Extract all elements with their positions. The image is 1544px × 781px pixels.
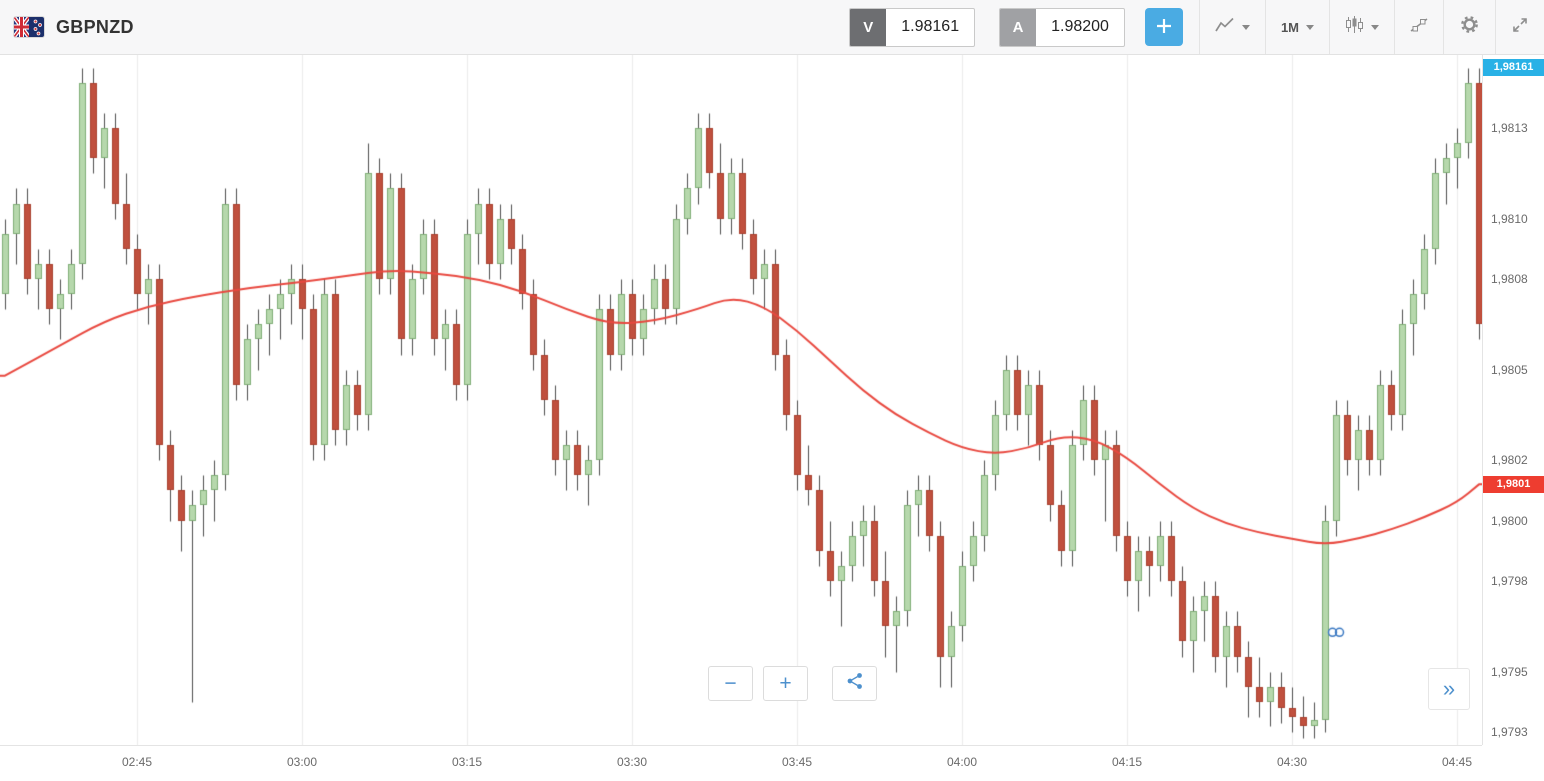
time-axis-label: 04:15 <box>1111 755 1143 769</box>
buy-price-value: 1.98200 <box>1051 18 1109 35</box>
zoom-in-button[interactable]: + <box>763 666 808 701</box>
sell-tag: V <box>850 8 887 46</box>
chart-area: 1,98161 1,9801 1,9813 1,9810 1,9808 1,9805 1… <box>0 55 1544 781</box>
time-axis-label: 04:45 <box>1441 755 1473 769</box>
indicators-icon <box>1410 17 1428 38</box>
current-price-badge: 1,98161 <box>1483 59 1544 76</box>
line-chart-icon <box>1215 17 1235 38</box>
collapse-panel-button[interactable]: » <box>1428 668 1470 710</box>
candlestick-icon <box>1345 16 1364 38</box>
indicators-button[interactable] <box>1394 0 1443 54</box>
buy-tag: A <box>1000 8 1037 46</box>
chevron-down-icon <box>1306 24 1314 30</box>
time-axis-label: 03:30 <box>616 755 648 769</box>
expand-icon <box>1511 16 1529 39</box>
crosshair-icon <box>1155 17 1173 38</box>
time-axis-label: 03:45 <box>781 755 813 769</box>
time-axis-label: 02:45 <box>121 755 153 769</box>
header-controls: V 1.98161 A 1.98200 <box>849 0 1544 54</box>
share-button[interactable] <box>832 666 877 701</box>
settings-button[interactable] <box>1443 0 1495 54</box>
minus-icon: − <box>724 671 737 695</box>
price-axis-label: 1,9793 <box>1491 725 1528 739</box>
header: GBPNZD V 1.98161 A 1.98200 <box>0 0 1544 55</box>
price-axis-label: 1,9810 <box>1491 211 1528 226</box>
chart-style-dropdown[interactable] <box>1329 0 1394 54</box>
price-axis-label: 1,9808 <box>1491 272 1528 286</box>
price-axis-label: 1,9798 <box>1491 574 1528 588</box>
time-axis-label: 03:15 <box>451 755 483 769</box>
buy-price-button[interactable]: A 1.98200 <box>999 7 1125 47</box>
chart-type-dropdown[interactable] <box>1198 0 1265 54</box>
double-chevron-right-icon: » <box>1442 676 1456 701</box>
price-axis-label: 1,9805 <box>1491 362 1528 377</box>
time-axis[interactable]: 02:45 03:00 03:15 03:30 03:45 04:00 04:15 04:30… <box>0 745 1482 781</box>
chevron-down-icon <box>1241 24 1250 30</box>
plus-icon: + <box>779 671 792 695</box>
price-axis-label: 1,9802 <box>1491 453 1528 468</box>
candlestick-chart[interactable] <box>0 55 1482 745</box>
time-axis-label: 04:30 <box>1276 755 1308 769</box>
page-title: GBPNZD <box>56 16 134 37</box>
fullscreen-button[interactable] <box>1495 0 1544 54</box>
zoom-out-button[interactable]: − <box>708 666 753 701</box>
sell-price-value: 1.98161 <box>901 18 960 35</box>
price-axis-label: 1,9813 <box>1491 121 1528 135</box>
interval-dropdown[interactable]: 1M <box>1264 0 1329 54</box>
interval-label: 1M <box>1280 19 1299 35</box>
chevron-down-icon <box>1371 24 1379 30</box>
ma-price-badge: 1,9801 <box>1483 476 1544 494</box>
gear-icon <box>1459 14 1480 40</box>
price-axis-label: 1,9800 <box>1491 513 1528 528</box>
gbp-nzd-flag-icon <box>14 17 44 37</box>
time-axis-label: 03:00 <box>286 755 318 769</box>
time-axis-label: 04:00 <box>946 755 978 769</box>
zoom-controls: − + <box>708 666 877 701</box>
price-axis-label: 1,9795 <box>1491 664 1528 679</box>
share-icon <box>846 672 864 696</box>
crosshair-tool-button[interactable] <box>1144 8 1183 46</box>
sell-price-button[interactable]: V 1.98161 <box>849 7 976 47</box>
price-axis[interactable]: 1,98161 1,9801 1,9813 1,9810 1,9808 1,9805 1… <box>1482 55 1544 745</box>
